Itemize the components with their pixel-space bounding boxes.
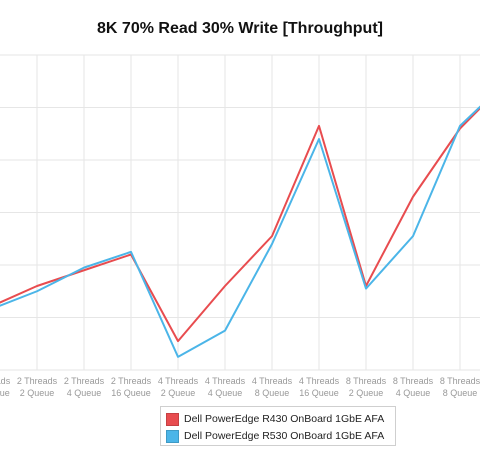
x-tick-label: 4 Threads 4 Queue [205, 376, 246, 398]
x-tick-label: 8 Threads 4 Queue [393, 376, 434, 398]
legend: Dell PowerEdge R430 OnBoard 1GbE AFA Del… [160, 406, 396, 446]
x-tick-label: 2 Threads 16 Queue [111, 376, 152, 398]
legend-swatch-r530 [166, 429, 179, 443]
x-tick-label: 2 Threads 2 Queue [17, 376, 58, 398]
x-tick-label: 4 Threads 16 Queue [299, 376, 340, 398]
legend-item-r430[interactable]: Dell PowerEdge R430 OnBoard 1GbE AFA [166, 412, 384, 426]
series-line-r430 [0, 106, 480, 343]
legend-label-r430: Dell PowerEdge R430 OnBoard 1GbE AFA [184, 413, 385, 425]
x-tick-label: 4 Threads 2 Queue [158, 376, 199, 398]
series-lines [0, 105, 480, 358]
legend-swatch-r430 [166, 412, 179, 426]
grid [0, 54, 480, 371]
series-line-r530 [0, 105, 480, 358]
chart-title: 8K 70% Read 30% Write [Throughput] [97, 20, 383, 37]
legend-label-r530: Dell PowerEdge R530 OnBoard 1GbE AFA [184, 430, 385, 442]
x-tick-label: 4 Threads 8 Queue [252, 376, 293, 398]
x-tick-label: 2 Threads 4 Queue [64, 376, 105, 398]
x-tick-label: 8 Threads 2 Queue [346, 376, 387, 398]
legend-item-r530[interactable]: Dell PowerEdge R530 OnBoard 1GbE AFA [166, 429, 384, 443]
x-tick-label: 8 Threads 8 Queue [440, 376, 480, 398]
